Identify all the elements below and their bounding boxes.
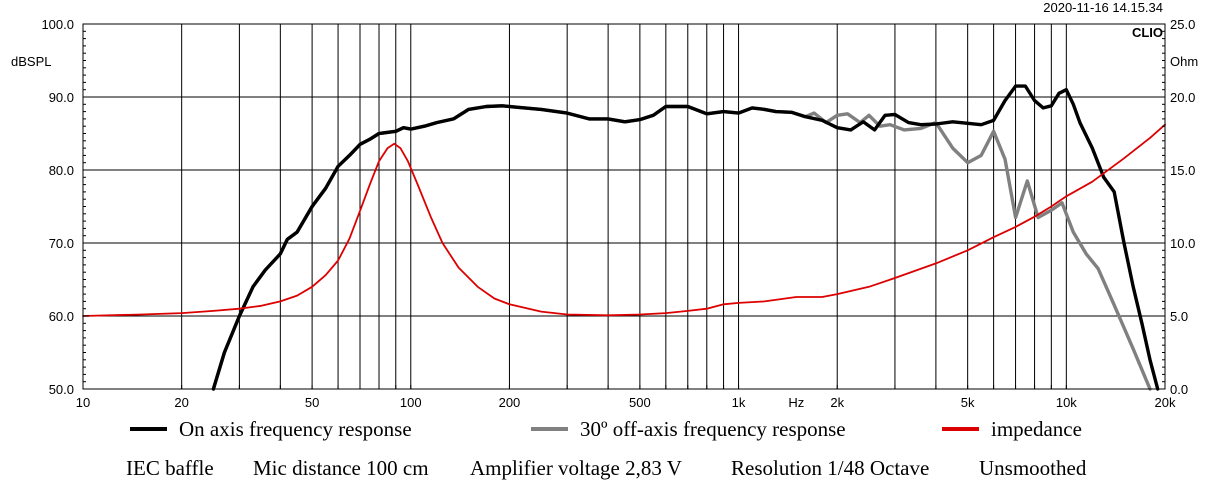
legend-label-impedance: impedance (991, 417, 1082, 441)
y-right-tick-label: 10.0 (1170, 236, 1195, 251)
series-line-0 (211, 104, 1152, 391)
x-tick-label: 10 (76, 395, 90, 410)
x-tick-label: 200 (499, 395, 521, 410)
x-tick-label: 20k (1155, 395, 1176, 410)
x-tick-label: 1k (732, 395, 746, 410)
series-layer (82, 84, 1166, 391)
x-tick-label: 100 (400, 395, 422, 410)
x-tick-label: 5k (961, 395, 975, 410)
legend-swatch-off-axis (531, 427, 568, 432)
x-tick-label: 50 (305, 395, 319, 410)
footer-baffle: IEC baffle (126, 456, 214, 480)
legend-item-off-axis: 30º off-axis frequency response (531, 417, 846, 442)
y-left-tick-label: 70.0 (49, 236, 74, 251)
series-line-2 (82, 123, 1166, 317)
y-right-tick-label: 25.0 (1170, 17, 1195, 32)
x-tick-label: 20 (174, 395, 188, 410)
x-tick-label: 2k (830, 395, 844, 410)
y-left-tick-label: 90.0 (49, 90, 74, 105)
legend-label-off-axis: 30º off-axis frequency response (580, 417, 846, 441)
labels-layer: 50.0 60.0 70.0 80.0 90.0 100.0 0.0 5.0 10.0 15.0 2… (41, 17, 1195, 410)
footer-resolution: Resolution 1/48 Octave (731, 456, 930, 480)
y-axis-left-label: dBSPL (11, 54, 51, 69)
y-right-tick-label: 0.0 (1170, 382, 1188, 397)
plot-frame (82, 23, 1166, 390)
series-line-1 (211, 84, 1160, 391)
y-right-tick-label: 20.0 (1170, 90, 1195, 105)
y-left-tick-label: 50.0 (49, 382, 74, 397)
legend-swatch-impedance (942, 427, 979, 432)
brand-label: CLIO (1132, 25, 1163, 40)
ticks-layer (82, 23, 1166, 390)
footer-mic-distance: Mic distance 100 cm (253, 456, 429, 480)
grid-layer (83, 23, 1165, 390)
y-right-tick-label: 15.0 (1170, 163, 1195, 178)
y-left-tick-label: 60.0 (49, 309, 74, 324)
legend: On axis frequency response 30º off-axis … (0, 417, 1224, 447)
x-tick-label: 500 (629, 395, 651, 410)
y-right-tick-label: 5.0 (1170, 309, 1188, 324)
footer-smoothing: Unsmoothed (979, 456, 1087, 480)
y-left-tick-label: 100.0 (41, 17, 74, 32)
measurement-info: IEC baffle Mic distance 100 cm Amplifier… (0, 456, 1224, 484)
x-tick-label: 10k (1056, 395, 1077, 410)
x-unit-label: Hz (788, 395, 804, 410)
legend-item-impedance: impedance (942, 417, 1082, 442)
footer-amp-voltage: Amplifier voltage 2,83 V (470, 456, 682, 480)
legend-swatch-on-axis (130, 427, 167, 432)
y-left-tick-label: 80.0 (49, 163, 74, 178)
y-axis-right-label: Ohm (1170, 54, 1198, 69)
timestamp: 2020-11-16 14.15.34 (1043, 0, 1163, 15)
legend-label-on-axis: On axis frequency response (179, 417, 412, 441)
legend-item-on-axis: On axis frequency response (130, 417, 412, 442)
